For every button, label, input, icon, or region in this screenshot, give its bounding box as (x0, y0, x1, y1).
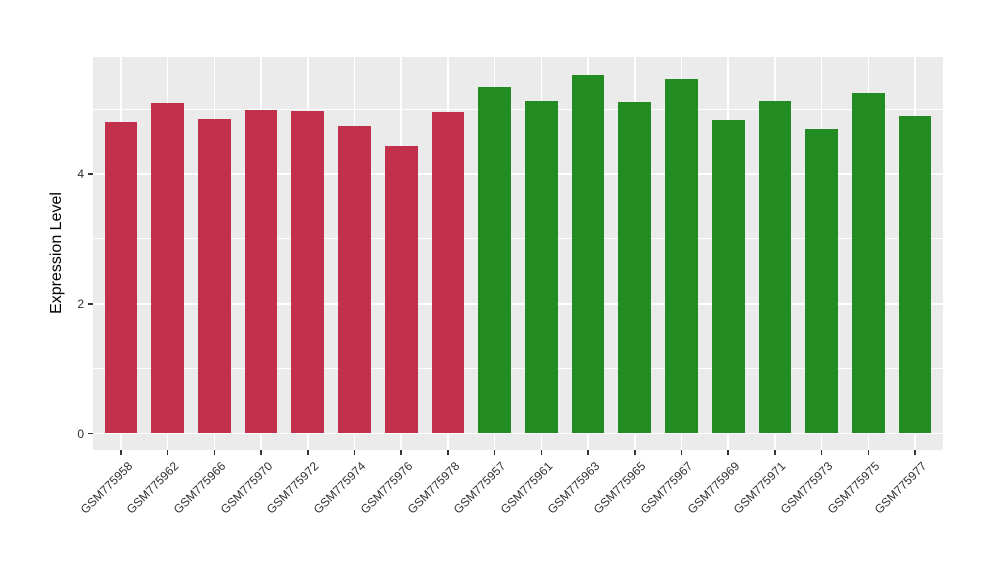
x-tick-mark (820, 450, 823, 455)
x-tick-mark (587, 450, 589, 455)
x-tick-mark (914, 450, 916, 455)
x-tick-mark (634, 450, 636, 455)
x-tick-mark (400, 450, 402, 455)
bar (338, 126, 371, 434)
x-tick-mark (260, 450, 262, 455)
x-tick-mark (120, 450, 122, 455)
x-tick-mark (307, 450, 309, 455)
bar (384, 146, 418, 434)
y-tick-mark (88, 303, 93, 305)
bar (244, 109, 278, 434)
bar (618, 102, 652, 434)
x-tick-mark (493, 450, 496, 455)
plot-panel (93, 57, 943, 450)
x-tick-mark (213, 450, 216, 455)
x-tick-mark (353, 450, 356, 455)
y-tick-mark (88, 173, 93, 175)
y-tick-label: 4 (77, 167, 84, 182)
h-gridline-minor (93, 108, 943, 110)
bar (198, 118, 231, 434)
bar (478, 86, 511, 434)
y-tick-label: 0 (77, 426, 84, 441)
x-tick-mark (680, 450, 683, 455)
y-tick-label: 2 (77, 296, 84, 311)
x-tick-mark (727, 450, 729, 455)
x-tick-mark (540, 450, 543, 455)
x-tick-mark (774, 450, 776, 455)
bar (898, 116, 932, 434)
bar (525, 100, 558, 434)
x-tick-mark (166, 450, 169, 455)
bar (104, 121, 138, 434)
h-gridline-minor (93, 238, 943, 240)
h-gridline-major (93, 432, 943, 435)
h-gridline-minor (93, 368, 943, 370)
y-axis-title: Expression Level (48, 192, 65, 314)
bar (151, 103, 185, 434)
bar (431, 111, 465, 434)
x-tick-mark (447, 450, 449, 455)
h-gridline-major (93, 173, 943, 175)
bar (851, 93, 885, 434)
bar (758, 100, 792, 434)
h-gridline-major (93, 303, 943, 305)
bar (805, 128, 838, 434)
bar (665, 78, 698, 434)
bar (291, 110, 325, 434)
bar (571, 74, 605, 434)
x-tick-mark (867, 450, 870, 455)
bar (711, 120, 745, 434)
y-tick-mark (88, 432, 93, 435)
